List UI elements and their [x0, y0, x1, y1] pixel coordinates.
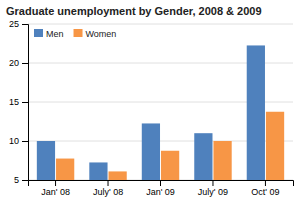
y-axis: 5 10 15 20 25: [9, 19, 29, 185]
x-axis: Jan' 08 July' 08 Jan' 09 July' 09 Oct' 09: [29, 180, 294, 197]
bar: [142, 123, 160, 180]
bar: [56, 159, 74, 180]
tick: 15: [9, 97, 28, 107]
tick-mark: [160, 180, 161, 186]
tick: 25: [9, 19, 28, 29]
tick-mark: [55, 180, 56, 186]
bar: [89, 162, 107, 180]
tick: 5: [14, 175, 28, 185]
legend: Men Women: [34, 29, 116, 39]
chart: Graduate unemployment by Gender, 2008 & …: [0, 0, 301, 200]
tick-label: Jan' 08: [41, 187, 70, 197]
tick-label: July' 08: [93, 187, 123, 197]
tick-mark: [22, 24, 28, 25]
tick-mark: [108, 180, 109, 186]
legend-label: Women: [86, 29, 117, 39]
bars: [37, 45, 284, 180]
tick-label: 15: [9, 97, 19, 107]
bar: [161, 151, 179, 180]
tick: July' 09: [198, 180, 228, 197]
legend-item: Men: [34, 29, 64, 39]
tick-mark: [22, 141, 28, 142]
bar: [37, 141, 55, 180]
axis-line: [22, 25, 29, 181]
tick: Jan' 08: [41, 180, 70, 197]
legend-item: Women: [74, 29, 117, 39]
bar: [247, 45, 265, 180]
tick-mark: [212, 180, 213, 186]
title: Graduate unemployment by Gender, 2008 & …: [6, 5, 262, 17]
tick-label: Jan' 09: [146, 187, 175, 197]
tick: July' 08: [93, 180, 123, 197]
tick-label: 10: [9, 136, 19, 146]
tick-label: 5: [14, 175, 19, 185]
tick: 10: [9, 136, 28, 146]
tick-label: July' 09: [198, 187, 228, 197]
tick-mark: [22, 63, 28, 64]
bar: [213, 141, 231, 180]
tick: Jan' 09: [146, 180, 175, 197]
tick-label: 20: [9, 58, 19, 68]
bar: [109, 171, 127, 180]
tick-mark: [265, 180, 266, 186]
axis-line: [29, 181, 294, 187]
tick-mark: [22, 180, 28, 181]
tick-label: Oct' 09: [251, 187, 279, 197]
bar: [266, 112, 284, 180]
tick-label: 25: [9, 19, 19, 29]
plot: 5 10 15 20 25 Jan' 08 July' 08 Jan' 09 July' 09 O…: [9, 19, 294, 200]
bar: [194, 133, 212, 180]
tick-mark: [22, 102, 28, 103]
legend-swatch: [34, 29, 43, 37]
legend-label: Men: [46, 29, 64, 39]
tick: Oct' 09: [251, 180, 279, 197]
legend-swatch: [74, 29, 83, 37]
tick: 20: [9, 58, 28, 68]
grid-line: [28, 24, 293, 25]
